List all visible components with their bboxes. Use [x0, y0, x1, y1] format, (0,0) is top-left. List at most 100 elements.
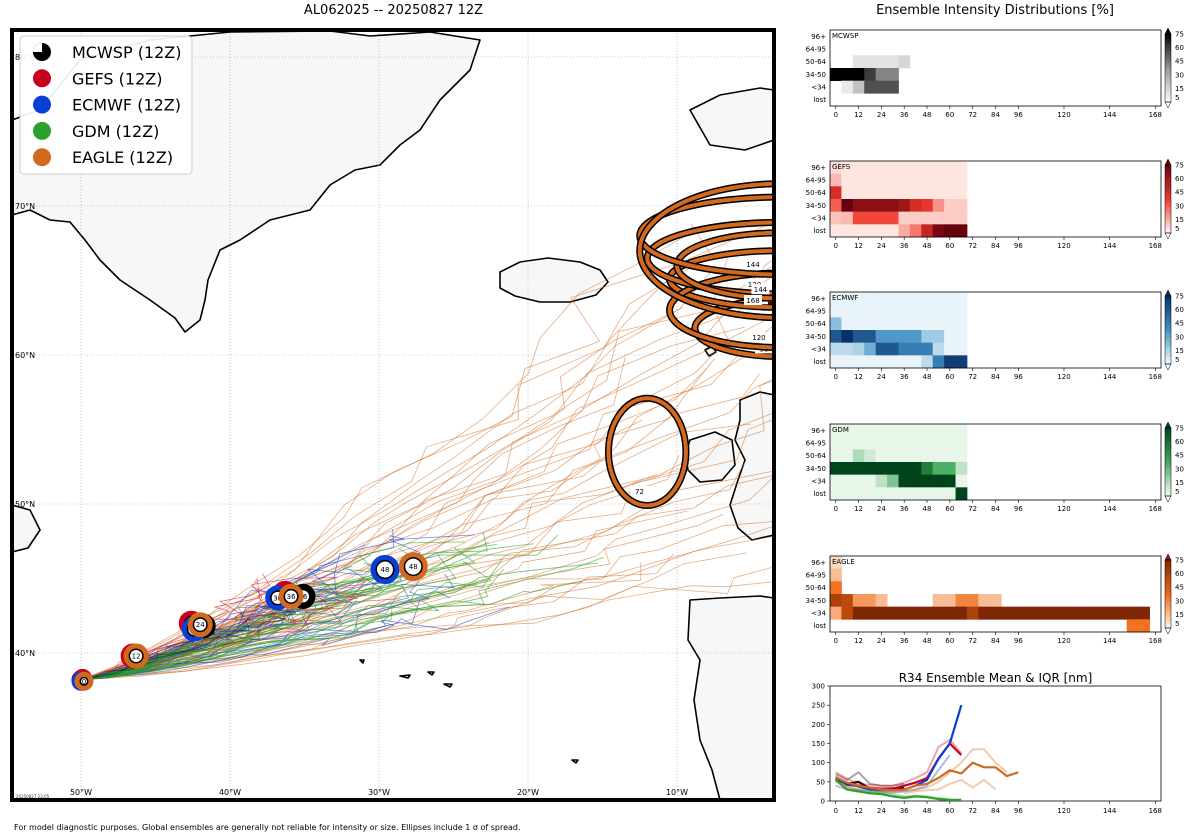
colorbar-segment: [1165, 486, 1171, 490]
colorbar-segment: [1165, 623, 1171, 627]
r34-series-line: [835, 748, 1008, 793]
heatmap-x-label: 36: [900, 637, 909, 645]
colorbar-tick-label: 30: [1175, 202, 1184, 210]
track-marker: [278, 583, 304, 609]
heatmap-cell: [909, 474, 922, 488]
heatmap-cell: [909, 292, 922, 305]
colorbar-tick-label: 5: [1175, 620, 1179, 628]
colorbar-tick-label: 5: [1175, 488, 1179, 496]
colorbar-segment: [1165, 566, 1171, 570]
track-marker-center: [194, 618, 207, 631]
heatmap-cell: [944, 594, 956, 607]
heatmap-cell: [830, 186, 842, 200]
track-marker: [123, 643, 149, 669]
heatmap-cell: [932, 161, 945, 174]
heatmap-cell: [841, 199, 854, 212]
heatmap-cell: [955, 606, 968, 620]
heatmap-cell: [932, 224, 945, 238]
colorbar-segment: [1165, 605, 1171, 608]
heatmap-cell: [864, 424, 877, 437]
heatmap-x-label: 0: [833, 637, 837, 645]
heatmap-x-label: 12: [854, 637, 863, 645]
colorbar-segment: [1165, 450, 1171, 454]
heatmap-cell: [1115, 606, 1128, 620]
heatmap-cell: [852, 161, 865, 174]
heatmap-cell: [887, 224, 899, 238]
heatmap-y-label: <34: [811, 610, 826, 618]
heatmap-y-label: 34-50: [806, 333, 826, 341]
azores-islands: [359, 659, 579, 764]
colorbar-segment: [1165, 327, 1171, 331]
heatmap-cell: [852, 173, 865, 187]
heatmap-x-label: 48: [923, 637, 932, 645]
heatmap-cell: [830, 317, 842, 331]
heatmap-cell: [955, 330, 968, 343]
heatmap-cell: [830, 342, 842, 356]
heatmap-cell: [955, 292, 968, 305]
heatmap-cell: [864, 173, 877, 187]
heatmap-cell: [921, 487, 934, 501]
r34-y-label: 250: [812, 702, 825, 710]
colorbar-segment: [1165, 484, 1171, 488]
heatmap-cell: [898, 436, 911, 450]
heatmap-y-label: 50-64: [806, 452, 827, 460]
heatmap-x-label: 0: [833, 373, 837, 381]
heatmap-cell: [909, 224, 922, 238]
heatmap-cell: [864, 292, 877, 305]
ensemble-track: [80, 581, 774, 681]
colorbar-segment: [1165, 350, 1171, 353]
heatmap-cell: [978, 594, 991, 607]
heatmap-cell: [841, 436, 854, 450]
heatmap-cell: [887, 211, 899, 225]
heatmap-cell: [875, 292, 888, 305]
colorbar-segment: [1165, 475, 1171, 479]
heatmap-title: ECMWF: [832, 294, 858, 302]
heatmap-cell: [955, 474, 968, 488]
heatmap-x-label: 144: [1103, 505, 1117, 513]
colorbar-segment: [1165, 560, 1171, 563]
colorbar-segment: [1165, 452, 1171, 456]
heatmap-x-label: 24: [877, 637, 886, 645]
heatmap-x-label: 72: [968, 373, 977, 381]
colorbar-segment: [1165, 311, 1171, 315]
colorbar-segment: [1165, 441, 1171, 445]
track-marker: [370, 555, 400, 585]
colorbar-segment: [1165, 92, 1171, 96]
heatmap-cell: [921, 317, 934, 331]
iceland-coast: [499, 257, 609, 303]
colorbar-segment: [1165, 230, 1171, 234]
heatmap-cell: [830, 594, 842, 607]
map-title: AL062025 -- 20250827 12Z: [303, 3, 484, 18]
colorbar-segment: [1165, 196, 1171, 200]
track-marker: [398, 552, 428, 582]
heatmap-x-label: 84: [991, 242, 1000, 250]
heatmap-cell: [887, 55, 899, 69]
ensemble-track: [80, 262, 681, 681]
colorbar-segment: [1165, 459, 1171, 463]
heatmap-cell: [830, 211, 842, 225]
heatmap-cell: [852, 436, 865, 450]
legend-label: GEFS (12Z): [72, 69, 162, 88]
heatmap-cell: [932, 449, 945, 463]
colorbar-segment: [1165, 63, 1171, 67]
r34-x-label: 84: [991, 807, 1000, 815]
heatmap-x-label: 120: [1057, 242, 1070, 250]
colorbar-segment: [1165, 54, 1171, 57]
heatmap-cell: [944, 304, 956, 318]
heatmap-cell: [864, 355, 877, 369]
colorbar-segment: [1165, 88, 1171, 91]
heatmap-cell: [921, 355, 934, 369]
heatmap-cell: [875, 317, 888, 331]
colorbar-segment: [1165, 309, 1171, 313]
heatmap-cell: [830, 556, 842, 569]
heatmap-cell: [887, 342, 899, 356]
heatmap-x-label: 84: [991, 111, 1000, 119]
heatmap-cell: [944, 330, 956, 343]
track-marker-center: [376, 561, 393, 578]
r34-y-label: 150: [812, 740, 825, 748]
colorbar-arrow-bottom: [1164, 627, 1172, 635]
colorbar-segment: [1165, 95, 1171, 98]
heatmap-ecmwf: ECMWF 96+ 64-95 50-64 34-50 <34 lost 0 12 24 36 48 6…: [806, 289, 1184, 381]
colorbar-frame: [1164, 164, 1172, 234]
r34-x-label: 144: [1103, 807, 1117, 815]
